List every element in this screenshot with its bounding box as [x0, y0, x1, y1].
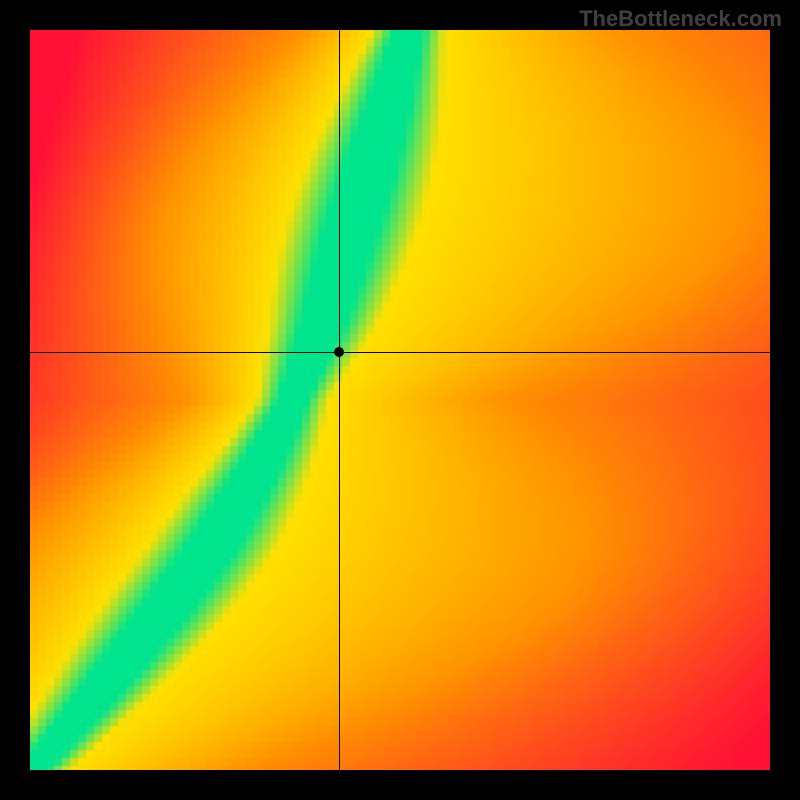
selection-marker-dot — [334, 347, 344, 357]
heatmap-canvas — [30, 30, 770, 770]
crosshair-horizontal — [30, 352, 770, 353]
watermark-text: TheBottleneck.com — [579, 6, 782, 32]
crosshair-vertical — [339, 30, 340, 770]
heatmap-plot-area — [30, 30, 770, 770]
